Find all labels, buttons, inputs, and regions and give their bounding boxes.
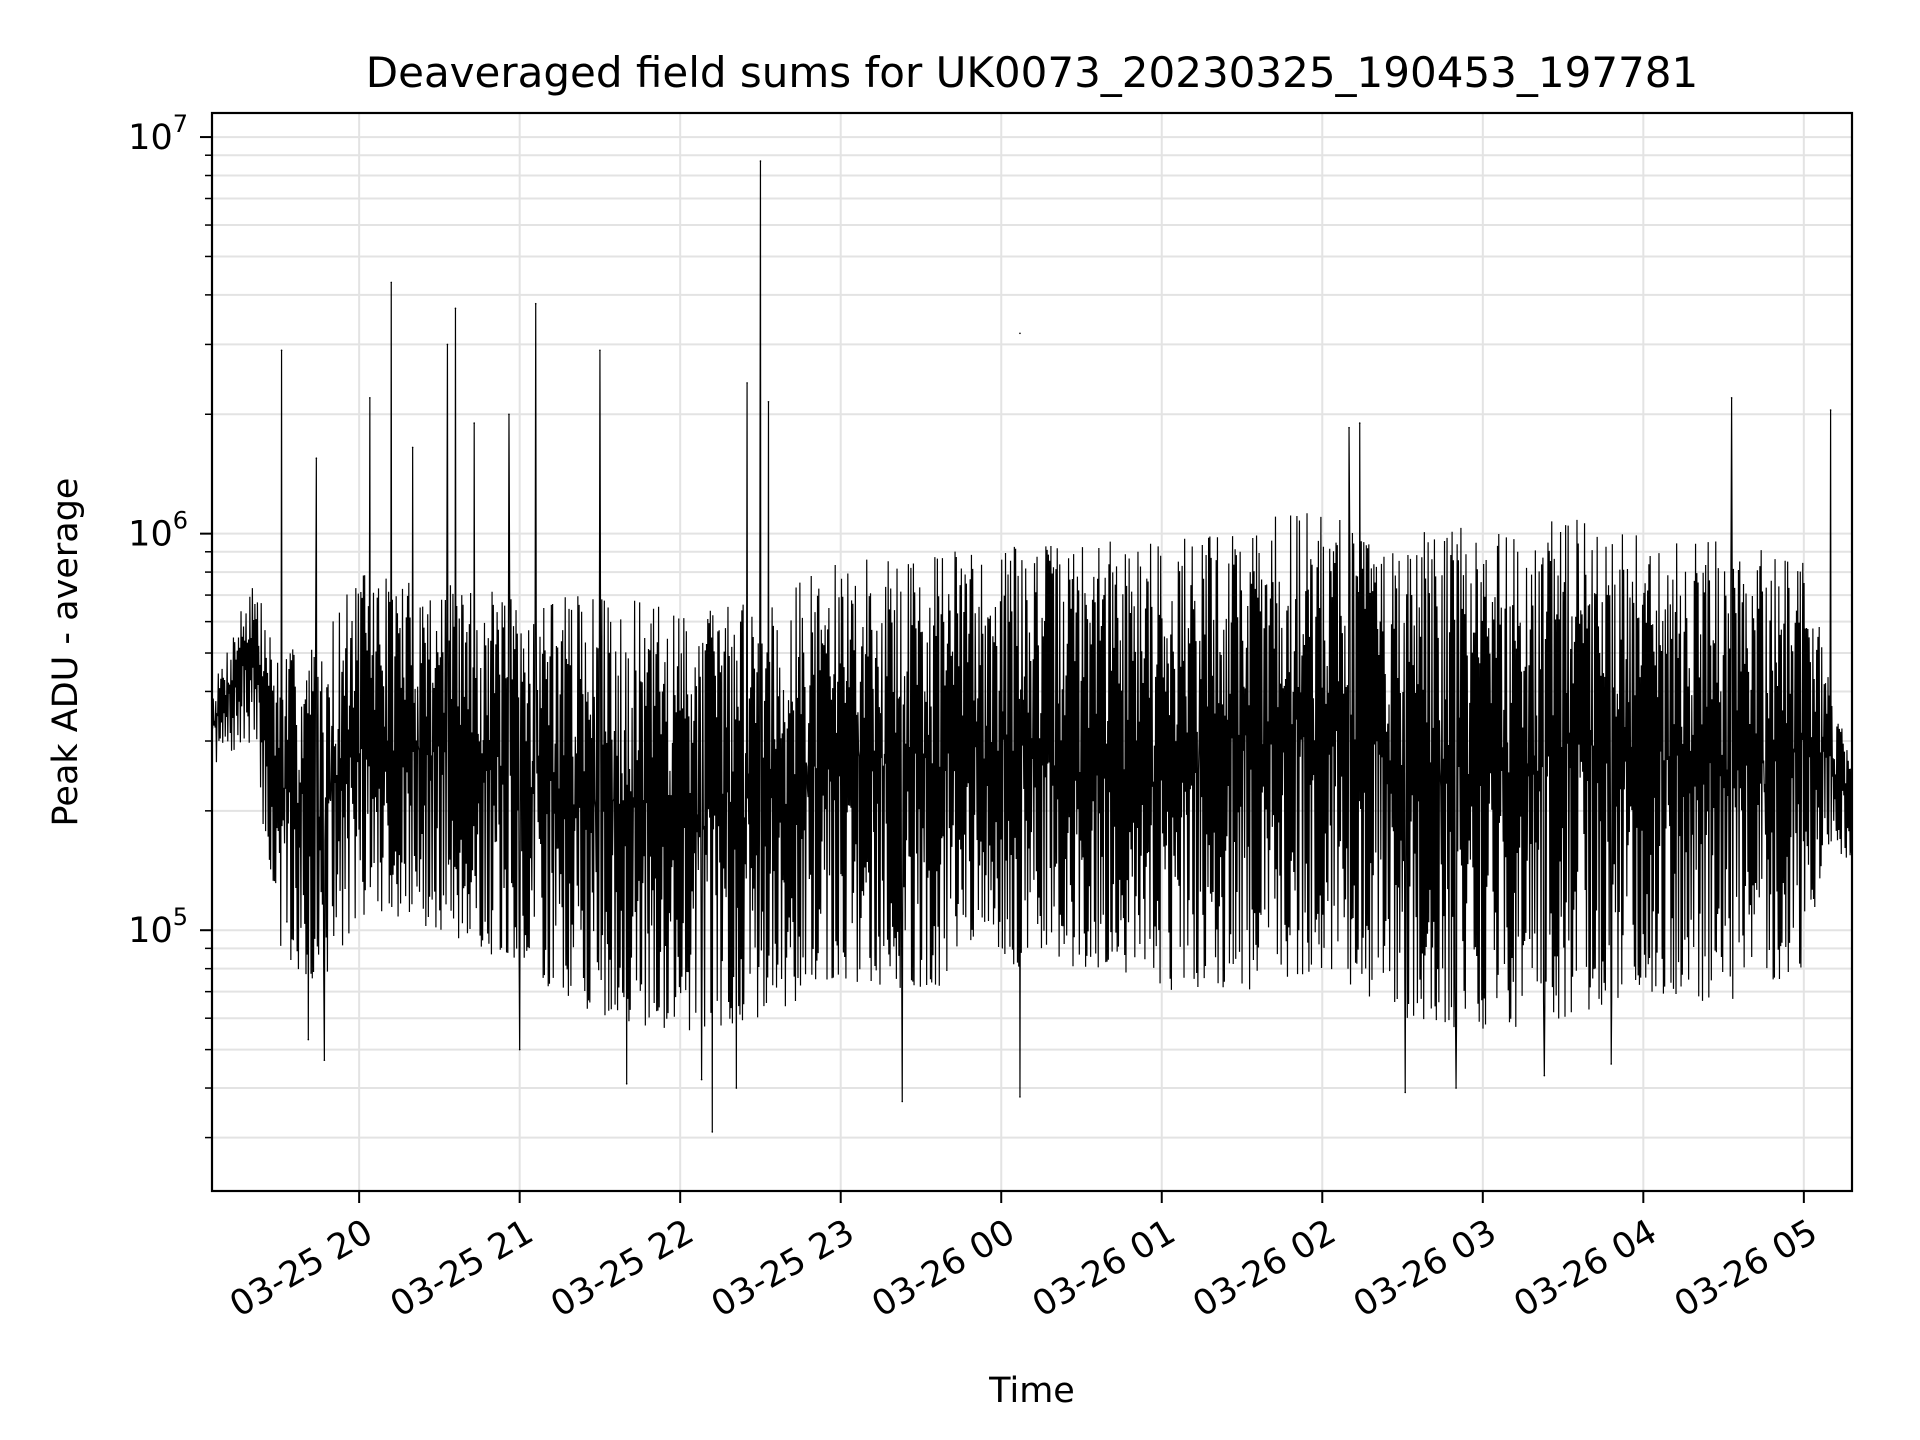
dip-point bbox=[286, 921, 288, 923]
spike-point bbox=[473, 422, 475, 424]
dip-point bbox=[323, 1059, 326, 1062]
dip-point bbox=[1404, 1091, 1407, 1094]
dip-point bbox=[901, 1100, 904, 1103]
dip-point bbox=[307, 1038, 310, 1041]
spike-point bbox=[599, 349, 601, 352]
dip-point bbox=[625, 1082, 628, 1085]
chart-title: Deaveraged field sums for UK0073_2023032… bbox=[366, 48, 1698, 97]
spike-point bbox=[446, 343, 449, 346]
plot-frame bbox=[210, 111, 1854, 1193]
spike-point bbox=[767, 401, 770, 403]
dip-point bbox=[711, 1131, 714, 1133]
x-axis-label: Time bbox=[988, 1371, 1075, 1411]
dip-point bbox=[1543, 1074, 1546, 1077]
spike-point bbox=[369, 397, 371, 399]
dip-point bbox=[1610, 1063, 1613, 1065]
dip-point bbox=[1019, 1096, 1021, 1098]
spike-point bbox=[315, 457, 318, 459]
y-tick-label: 105 bbox=[128, 903, 188, 951]
series-layer bbox=[211, 160, 1853, 1133]
y-tick-label: 106 bbox=[128, 507, 188, 555]
spike-point bbox=[454, 307, 457, 310]
y-tick-label: 107 bbox=[128, 110, 188, 158]
spike-point bbox=[390, 281, 393, 284]
spike-point bbox=[411, 446, 414, 449]
spike-point bbox=[508, 413, 510, 416]
spike-point bbox=[534, 302, 537, 305]
dip-point bbox=[735, 1087, 738, 1089]
series-line bbox=[211, 161, 1853, 1132]
spike-point bbox=[280, 349, 283, 352]
spike-point bbox=[1358, 422, 1361, 424]
dip-point bbox=[1455, 1087, 1457, 1089]
dip-point bbox=[700, 1078, 703, 1081]
y-axis: 105 106 107 bbox=[128, 110, 212, 1139]
spike-point bbox=[1019, 332, 1021, 335]
dip-point bbox=[518, 1048, 521, 1051]
spike-point bbox=[1348, 426, 1350, 429]
y-axis-label: Peak ADU - average bbox=[46, 478, 86, 827]
spike-point bbox=[1829, 409, 1832, 411]
spike-point bbox=[746, 382, 748, 384]
spike-point bbox=[759, 160, 762, 162]
spike-point bbox=[1730, 397, 1733, 399]
